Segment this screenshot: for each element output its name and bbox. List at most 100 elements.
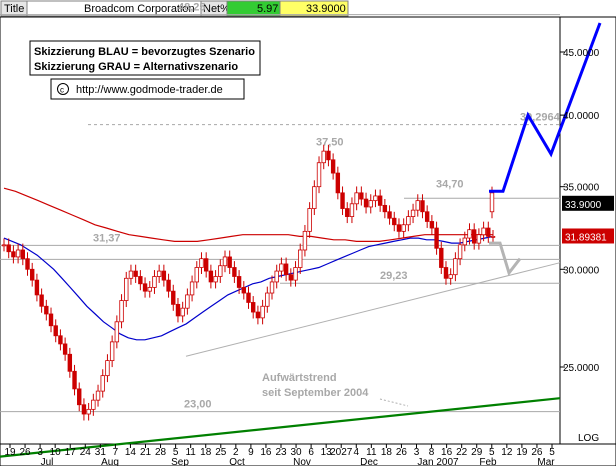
candle-body	[406, 216, 411, 226]
candle-body	[138, 276, 143, 285]
candle-body	[128, 270, 134, 279]
x-day-label: 2	[233, 447, 239, 458]
candle-body	[293, 267, 298, 281]
candle-body	[34, 279, 40, 296]
trendlines	[0, 262, 561, 458]
x-day-label: 26	[19, 447, 31, 458]
x-month-label: Oct	[229, 457, 245, 466]
x-day-label: 19	[516, 447, 528, 458]
candle-body	[326, 150, 331, 161]
x-month-label: Dec	[360, 457, 378, 466]
candle-body	[312, 186, 317, 209]
candle-body	[1, 244, 7, 247]
long-term-trendline	[0, 397, 561, 458]
candle-body	[283, 263, 289, 276]
x-day-label: 2027	[330, 447, 353, 458]
candle-body	[429, 221, 435, 229]
candle-body	[203, 258, 209, 272]
x-day-label: 24	[80, 447, 92, 458]
candle-body	[298, 249, 303, 268]
x-day-label: 29	[471, 447, 483, 458]
candle-body	[457, 244, 463, 260]
candle-body	[62, 343, 68, 355]
y-tick-label: 35.0000	[563, 183, 600, 194]
candle-body	[86, 408, 91, 415]
source-url: http://www.godmode-trader.de	[76, 84, 223, 96]
x-day-label: 5	[173, 447, 179, 458]
x-day-label: 11	[366, 447, 377, 458]
candle-body	[194, 267, 199, 283]
candle-body	[335, 172, 341, 194]
candle-body	[241, 287, 246, 294]
x-month-label: Feb	[479, 457, 497, 466]
x-day-label: 6	[308, 447, 314, 458]
y-tick-label: 30.0000	[563, 265, 600, 276]
y-axis: 25.0000 30.0000 35.0000 40.0000 45.0000	[560, 48, 600, 374]
candle-body	[171, 290, 176, 305]
candle-body	[434, 227, 439, 249]
x-day-label: 16	[260, 447, 272, 458]
candle-body	[109, 341, 115, 362]
candle-body	[189, 281, 195, 296]
level-label: 34,70	[436, 178, 464, 190]
x-day-label: 19	[4, 447, 16, 458]
blue-scenario-path	[489, 22, 602, 193]
candle-body	[288, 274, 294, 281]
candle-body	[48, 313, 54, 327]
netpct-label: Net%	[203, 3, 230, 15]
candle-body	[15, 249, 21, 258]
x-month-label: Aug	[101, 457, 119, 466]
x-day-label: 26	[396, 447, 408, 458]
y-tick-label: 40.0000	[563, 111, 600, 122]
candle-body	[392, 217, 397, 226]
candle-body	[410, 209, 416, 217]
candle-body	[246, 292, 251, 303]
x-day-label: 23	[275, 447, 287, 458]
candle-body	[175, 303, 181, 317]
candle-body	[213, 276, 218, 283]
trend-annotation-2: seit September 2004	[262, 387, 369, 399]
candle-body	[321, 150, 326, 164]
ma-price-label: 31.89381	[565, 232, 607, 243]
level-label: 29,23	[380, 270, 408, 282]
price-value: 33.9000	[306, 3, 346, 15]
netpct-value: 5.97	[257, 3, 278, 15]
x-axis: 19 26 3 10 17 24 31 7 14 21 28 5 11 18 25 2 9 16 23 30 6 1320…	[4, 444, 555, 466]
x-day-label: 3	[37, 447, 43, 458]
ma-short-line	[3, 235, 494, 341]
candle-body	[269, 281, 275, 294]
candle-body	[363, 198, 369, 208]
ma-long-line	[3, 187, 493, 242]
x-day-label: 18	[200, 447, 212, 458]
grey-scenario-path	[489, 241, 522, 277]
url-frame	[50, 78, 245, 100]
candle-body	[44, 305, 49, 315]
candle-body	[6, 244, 11, 253]
candle-body	[274, 270, 279, 283]
header-bar: Title Broadcom Corporation Net% 5.97 33.…	[0, 0, 349, 17]
x-day-label: 25	[215, 447, 227, 458]
candle-body	[448, 274, 453, 279]
candle-body	[349, 203, 355, 217]
candle-body	[481, 227, 486, 236]
x-day-label: 31	[95, 447, 107, 458]
x-day-label: 5	[489, 447, 495, 458]
x-day-label: 11	[185, 447, 196, 458]
candle-body	[95, 390, 101, 401]
y-tick-label: 45.0000	[563, 48, 600, 59]
candle-body	[345, 208, 350, 217]
x-day-label: 8	[429, 447, 435, 458]
log-scale-label: LOG	[578, 433, 599, 444]
note-grey-scenario: Skizzierung GRAU = Alternativszenario	[34, 61, 238, 73]
candle-body	[251, 302, 256, 313]
trend-annotation-1: Aufwärtstrend	[262, 372, 337, 384]
candle-body	[58, 335, 63, 345]
candle-body	[255, 311, 261, 319]
candle-body	[453, 258, 458, 276]
x-day-label: 7	[113, 447, 119, 458]
candles	[1, 144, 496, 421]
x-day-label: 12	[501, 447, 513, 458]
